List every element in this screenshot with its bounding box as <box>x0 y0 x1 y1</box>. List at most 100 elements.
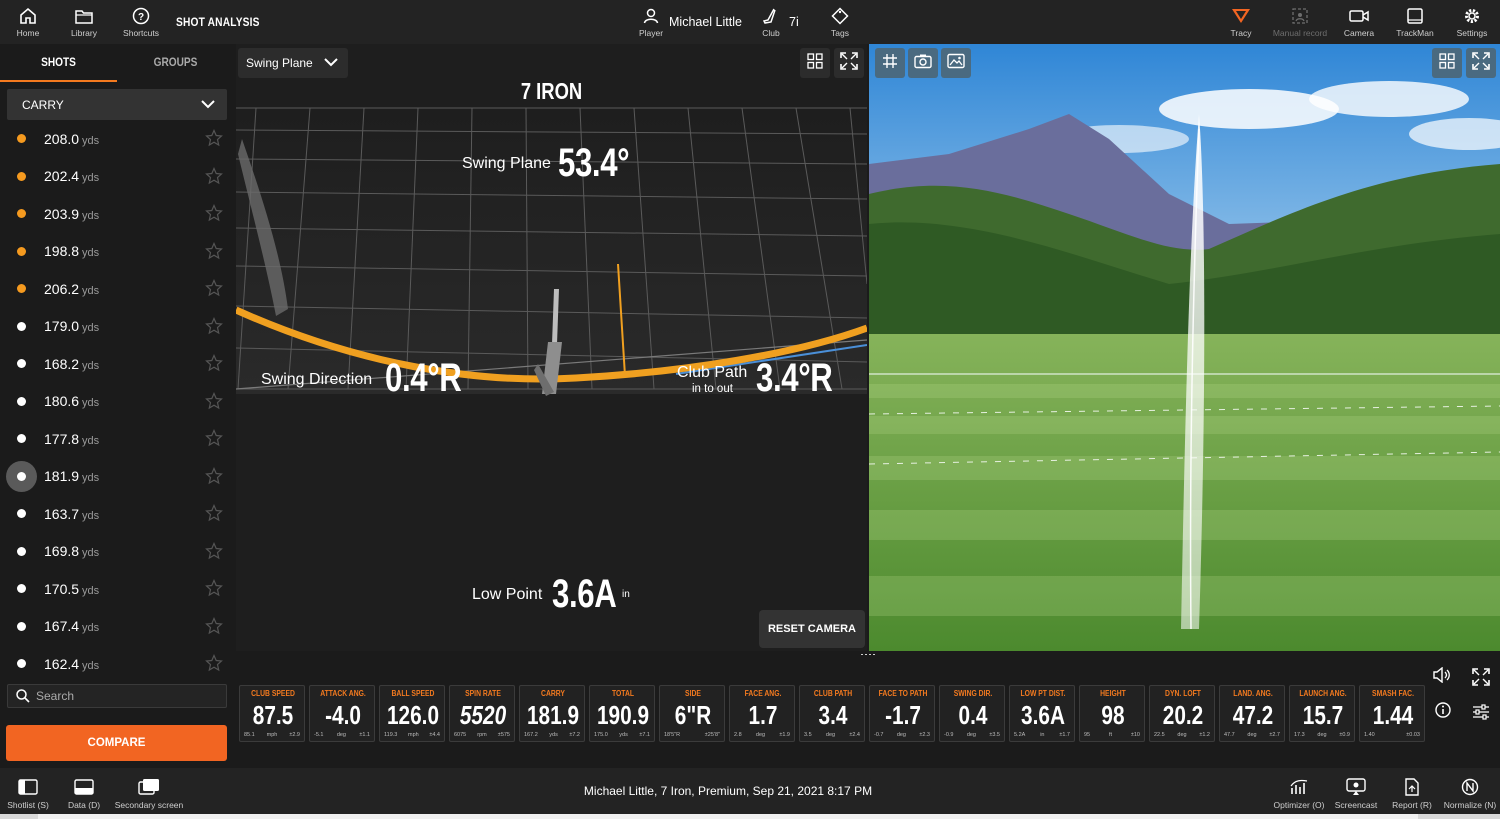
info-button[interactable] <box>1435 702 1451 723</box>
metric-tile[interactable]: TOTAL 190.9 175.0 yds ±7.1 <box>589 685 655 742</box>
tracy-label: Tracy <box>1230 28 1252 38</box>
shot-row[interactable]: 181.9 yds <box>0 458 234 496</box>
star-icon[interactable] <box>205 129 223 152</box>
tracy-button[interactable]: Tracy <box>1226 0 1256 44</box>
shot-row[interactable]: 203.9 yds <box>0 195 234 233</box>
club-value[interactable]: 7i <box>789 15 799 29</box>
shot-carry-number: 177.8 <box>44 430 80 447</box>
shot-row[interactable]: 202.4 yds <box>0 158 234 196</box>
manual-record-button[interactable]: Manual record <box>1270 0 1330 44</box>
shot-row[interactable]: 168.2 yds <box>0 345 234 383</box>
shot-row[interactable]: 170.5 yds <box>0 570 234 608</box>
metric-tile[interactable]: ATTACK ANG. -4.0 -5.1 deg ±1.1 <box>309 685 375 742</box>
scrollbar-thumb[interactable] <box>38 814 1418 819</box>
shot-carry-unit: yds <box>82 472 100 485</box>
horizontal-scrollbar[interactable] <box>0 814 1500 819</box>
shot-row[interactable]: 198.8 yds <box>0 233 234 271</box>
player-name[interactable]: Michael Little <box>669 15 742 29</box>
star-icon[interactable] <box>205 504 223 527</box>
star-icon[interactable] <box>205 654 223 677</box>
player-button[interactable]: Player <box>636 0 666 44</box>
metric-tile[interactable]: LAUNCH ANG. 15.7 17.3 deg ±0.9 <box>1289 685 1355 742</box>
star-icon[interactable] <box>205 466 223 490</box>
star-icon[interactable] <box>205 241 223 265</box>
screencast-button[interactable]: Screencast <box>1333 776 1379 810</box>
metric-tile[interactable]: CLUB PATH 3.4 3.5 deg ±2.4 <box>799 685 865 742</box>
normalize-button[interactable]: Normalize (N) <box>1442 776 1498 810</box>
swing-plane-grid <box>236 107 867 396</box>
star-icon[interactable] <box>205 579 223 602</box>
shot-row[interactable]: 167.4 yds <box>0 608 234 646</box>
metric-tile[interactable]: FACE ANG. 1.7 2.8 deg ±1.9 <box>729 685 795 742</box>
star-icon[interactable] <box>205 391 223 415</box>
metric-tile[interactable]: BALL SPEED 126.0 119.3 mph ±4.4 <box>379 685 445 742</box>
club-title: 7 IRON <box>520 78 583 104</box>
compare-button[interactable]: COMPARE <box>6 725 227 761</box>
optimizer-button[interactable]: Optimizer (O) <box>1271 776 1327 810</box>
shot-carry-value: 179.0 yds <box>44 318 99 334</box>
shot-carry-value: 168.2 yds <box>44 356 99 372</box>
star-icon[interactable] <box>205 541 223 565</box>
user-icon <box>641 6 661 26</box>
adjust-button[interactable] <box>1472 704 1490 725</box>
metric-dropdown[interactable]: CARRY <box>7 89 227 120</box>
view-dropdown[interactable]: Swing Plane <box>238 48 348 78</box>
metric-tile-footer: 2.8 deg ±1.9 <box>734 732 790 738</box>
volume-button[interactable] <box>1433 666 1451 688</box>
help-icon: ? <box>131 6 151 26</box>
star-icon[interactable] <box>205 166 223 190</box>
metric-tile[interactable]: HEIGHT 98 95 ft ±10 <box>1079 685 1145 742</box>
camera-button[interactable]: Camera <box>1342 0 1376 44</box>
tab-groups[interactable]: GROUPS <box>153 57 198 69</box>
report-button[interactable]: Report (R) <box>1390 776 1434 810</box>
metric-tile[interactable]: SIDE 6"R 18'5"R ±25'8" <box>659 685 725 742</box>
range-fullscreen-button[interactable] <box>1466 48 1496 78</box>
star-icon[interactable] <box>205 279 223 302</box>
shot-row[interactable]: 169.8 yds <box>0 533 234 571</box>
library-button[interactable]: Library <box>66 0 102 44</box>
shot-row[interactable]: 162.4 yds <box>0 645 234 683</box>
metric-tile[interactable]: DYN. LOFT 20.2 22.5 deg ±1.2 <box>1149 685 1215 742</box>
metric-tile[interactable]: CLUB SPEED 87.5 85.1 mph ±2.9 <box>239 685 305 742</box>
shot-row[interactable]: 177.8 yds <box>0 420 234 458</box>
strip-fullscreen-button[interactable] <box>1472 668 1490 691</box>
star-icon[interactable] <box>205 429 223 452</box>
snapshot-button[interactable] <box>908 48 938 78</box>
search-input[interactable]: Search <box>7 684 227 708</box>
trackman-button[interactable]: TrackMan <box>1394 0 1436 44</box>
layout-grid-button[interactable] <box>800 48 830 78</box>
grid-toggle-button[interactable] <box>875 48 905 78</box>
secondary-screen-label: Secondary screen <box>114 800 184 810</box>
data-button[interactable]: Data (D) <box>66 776 102 810</box>
secondary-screen-button[interactable]: Secondary screen <box>114 776 184 810</box>
metric-tile[interactable]: SMASH FAC. 1.44 1.40 ±0.03 <box>1359 685 1425 742</box>
home-button[interactable]: Home <box>10 0 46 44</box>
metric-tile[interactable]: FACE TO PATH -1.7 -0.7 deg ±2.3 <box>869 685 935 742</box>
club-button[interactable]: Club <box>758 0 784 44</box>
star-icon[interactable] <box>205 354 223 377</box>
fullscreen-button[interactable] <box>834 48 864 78</box>
tags-button[interactable]: Tags <box>826 0 854 44</box>
star-icon[interactable] <box>205 616 223 640</box>
settings-button[interactable]: Settings <box>1453 0 1491 44</box>
shot-row[interactable]: 206.2 yds <box>0 270 234 308</box>
shot-row[interactable]: 163.7 yds <box>0 495 234 533</box>
metric-tile[interactable]: LOW PT DIST. 3.6A 5.2A in ±1.7 <box>1009 685 1075 742</box>
metric-tile[interactable]: SPIN RATE 5520 6075 rpm ±575 <box>449 685 515 742</box>
image-button[interactable] <box>941 48 971 78</box>
shotlist-button[interactable]: Shotlist (S) <box>6 776 50 810</box>
shot-row[interactable]: 179.0 yds <box>0 308 234 346</box>
shortcuts-button[interactable]: ? Shortcuts <box>120 0 162 44</box>
star-icon[interactable] <box>205 316 223 340</box>
metric-tile[interactable]: SWING DIR. 0.4 -0.9 deg ±3.5 <box>939 685 1005 742</box>
shot-row[interactable]: 208.0 yds <box>0 120 234 158</box>
metric-tile-stat: deg <box>966 732 976 738</box>
metric-tile-stat: 22.5 <box>1154 732 1165 738</box>
star-icon[interactable] <box>205 204 223 227</box>
metric-tile[interactable]: CARRY 181.9 167.2 yds ±7.2 <box>519 685 585 742</box>
reset-camera-button[interactable]: RESET CAMERA <box>759 610 865 648</box>
metric-tile[interactable]: LAND. ANG. 47.2 47.7 deg ±2.7 <box>1219 685 1285 742</box>
tab-shots[interactable]: SHOTS <box>41 57 76 69</box>
shot-row[interactable]: 180.6 yds <box>0 383 234 421</box>
range-layout-button[interactable] <box>1432 48 1462 78</box>
